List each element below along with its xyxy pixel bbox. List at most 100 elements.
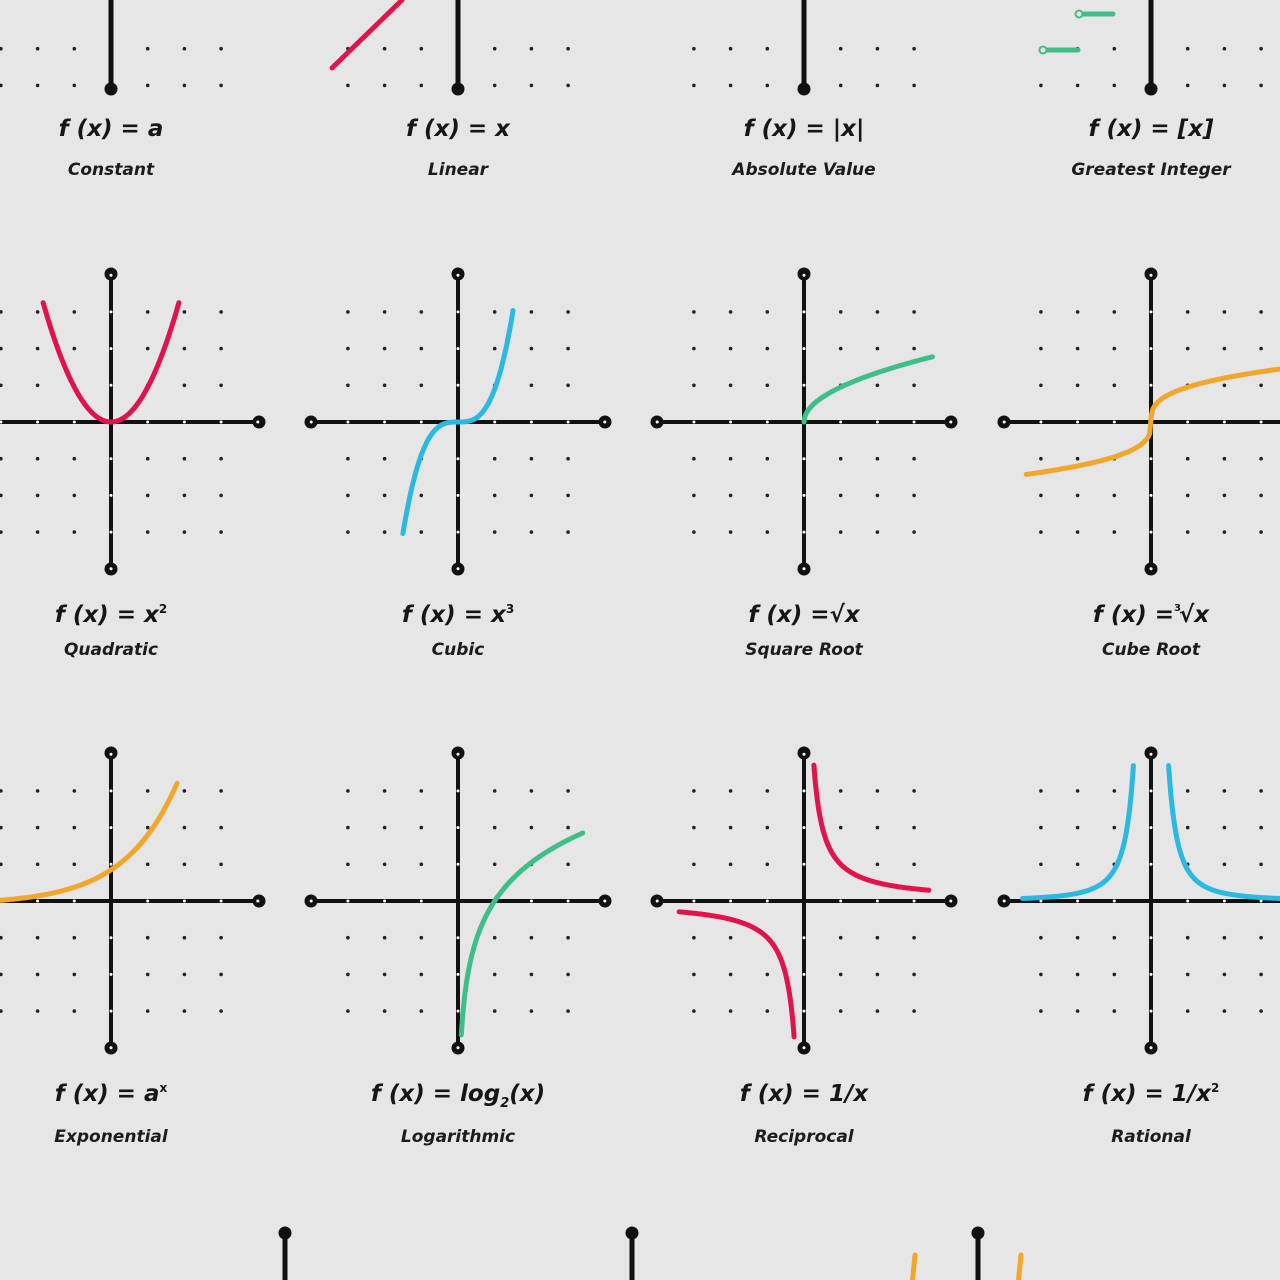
grid-dot xyxy=(1185,530,1190,534)
grid-dot xyxy=(1039,935,1043,940)
grid-dot xyxy=(529,46,534,51)
grid-dot xyxy=(346,456,350,461)
grid-dot xyxy=(566,530,570,534)
grid-dot xyxy=(35,972,40,977)
grid-dot xyxy=(912,935,916,940)
grid-dot xyxy=(912,530,916,534)
y-axis-tick xyxy=(109,347,113,351)
grid-dot xyxy=(1112,825,1117,830)
y-axis-tick xyxy=(1149,789,1153,793)
grid-dot xyxy=(419,46,424,51)
grid-dot xyxy=(529,456,534,461)
grid-dot xyxy=(1039,310,1043,314)
grid-dot xyxy=(1259,346,1263,351)
grid-dot xyxy=(145,456,150,461)
grid-dot xyxy=(529,530,534,534)
grid-dot xyxy=(838,1009,843,1013)
y-axis-tick xyxy=(456,347,460,351)
formula-cube-root: f (x) =3√x xyxy=(1001,602,1280,628)
grid-dot xyxy=(1222,789,1227,793)
grid-dot xyxy=(529,825,534,830)
y-axis-tick xyxy=(802,530,806,534)
grid-dot xyxy=(0,825,3,830)
grid-dot xyxy=(1185,972,1190,977)
grid-dot xyxy=(145,46,150,51)
grid-dot xyxy=(875,46,880,51)
grid-dot xyxy=(1259,83,1263,88)
grid-dot xyxy=(529,310,534,314)
grid-dot xyxy=(72,862,77,867)
grid-dot xyxy=(529,83,534,88)
x-axis-tick xyxy=(875,899,879,903)
grid-dot xyxy=(419,530,424,534)
grid-dot xyxy=(1222,346,1227,351)
grid-dot xyxy=(765,383,770,388)
grid-dot xyxy=(219,83,223,88)
x-axis-tick xyxy=(566,420,570,424)
grid-dot xyxy=(1075,789,1080,793)
grid-dot xyxy=(566,83,570,88)
cubic-curve xyxy=(400,308,516,536)
grid-dot xyxy=(1185,825,1190,830)
grid-dot xyxy=(875,825,880,830)
grid-dot xyxy=(875,789,880,793)
grid-dot xyxy=(72,530,77,534)
greatest-integer-open-point xyxy=(1038,45,1048,55)
grid-dot xyxy=(1222,825,1227,830)
grid-dot xyxy=(765,493,770,498)
y-axis-tick xyxy=(1149,310,1153,314)
grid-dot xyxy=(382,1009,387,1013)
x-axis-tick xyxy=(146,420,150,424)
y-axis-tick xyxy=(456,862,460,866)
y-axis-tick xyxy=(802,1009,806,1013)
grid-dot xyxy=(692,346,696,351)
grid-dot xyxy=(728,383,733,388)
grid-dot xyxy=(566,862,570,867)
grid-dot xyxy=(492,346,497,351)
formula-logarithmic: f (x) = log2(x) xyxy=(308,1081,608,1111)
y-axis-endpoint xyxy=(451,82,465,96)
grid-dot xyxy=(0,46,3,51)
grid-dot xyxy=(1259,972,1263,977)
grid-dot xyxy=(1112,935,1117,940)
grid-dot xyxy=(566,310,570,314)
grid-dot xyxy=(838,456,843,461)
y-axis-tick xyxy=(1149,273,1153,277)
x-axis-tick xyxy=(309,899,313,903)
y-axis-tick xyxy=(109,310,113,314)
grid-dot xyxy=(566,935,570,940)
grid-dot xyxy=(765,456,770,461)
grid-dot xyxy=(182,456,187,461)
grid-dot xyxy=(346,825,350,830)
formula-quadratic-exponent: 2 xyxy=(158,602,168,616)
grid-dot xyxy=(182,825,187,830)
x-axis-tick xyxy=(729,899,733,903)
grid-dot xyxy=(566,972,570,977)
grid-dot xyxy=(0,310,3,314)
grid-dot xyxy=(728,1009,733,1013)
grid-dot xyxy=(1222,935,1227,940)
x-axis-tick xyxy=(1076,899,1080,903)
grid-dot xyxy=(35,935,40,940)
grid-dot xyxy=(35,46,40,51)
grid-dot xyxy=(912,493,916,498)
formula-cube-root-index: 3 xyxy=(1174,603,1181,614)
grid-dot xyxy=(72,1009,77,1013)
x-axis-tick xyxy=(309,420,313,424)
grid-dot xyxy=(72,46,77,51)
grid-dot xyxy=(382,493,387,498)
grid-dot xyxy=(1039,1009,1043,1013)
grid-dot xyxy=(566,825,570,830)
grid-dot xyxy=(219,530,223,534)
grid-dot xyxy=(566,493,570,498)
grid-dot xyxy=(1259,862,1263,867)
grid-dot xyxy=(35,383,40,388)
grid-dot xyxy=(1222,383,1227,388)
grid-dot xyxy=(1112,346,1117,351)
y-axis-tick xyxy=(1149,457,1153,461)
y-axis-tick xyxy=(456,789,460,793)
grid-dot xyxy=(1185,789,1190,793)
grid-dot xyxy=(765,862,770,867)
x-axis-tick xyxy=(912,899,916,903)
grid-dot xyxy=(0,83,3,88)
